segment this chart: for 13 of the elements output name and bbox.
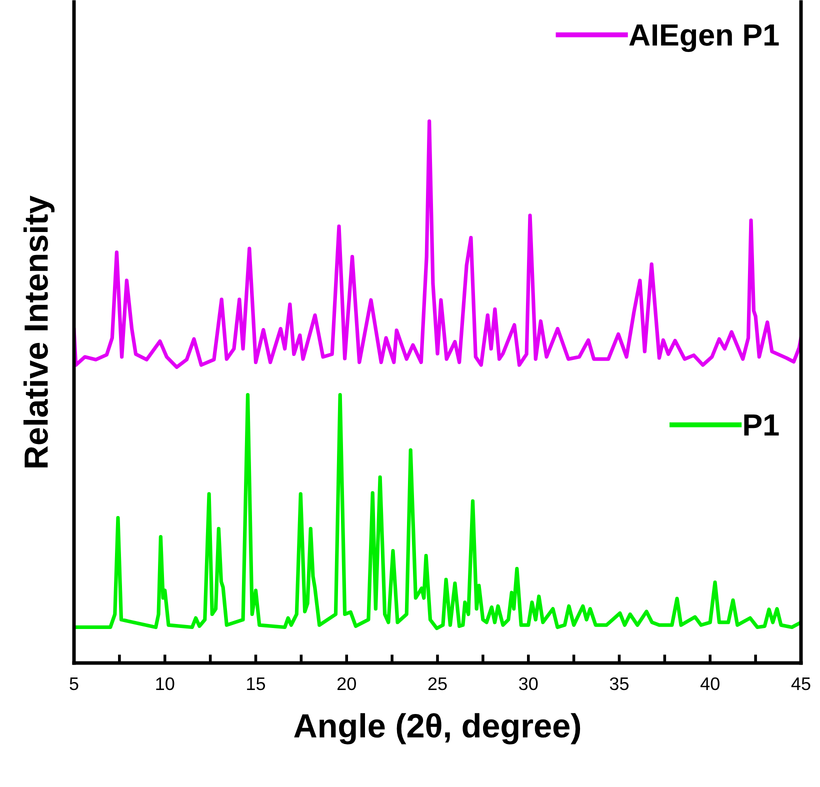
x-axis-title: Angle (2θ, degree) — [294, 713, 580, 744]
x-tick-label: 30 — [519, 677, 538, 690]
x-tick-label: 45 — [791, 678, 810, 690]
y-axis-title: Relative Intensity — [23, 196, 55, 468]
x-tick-label: 5 — [70, 678, 78, 690]
x-tick-label: 40 — [700, 677, 720, 690]
x-tick-label: 15 — [247, 678, 266, 690]
x-tick-label: 10 — [156, 677, 174, 690]
legend-label: P1 — [744, 414, 779, 436]
x-tick-label: 20 — [337, 677, 356, 690]
legend-label: AIEgen P1 — [629, 24, 779, 52]
x-tick-label: 25 — [428, 677, 447, 690]
x-tick-label: 35 — [610, 677, 629, 690]
